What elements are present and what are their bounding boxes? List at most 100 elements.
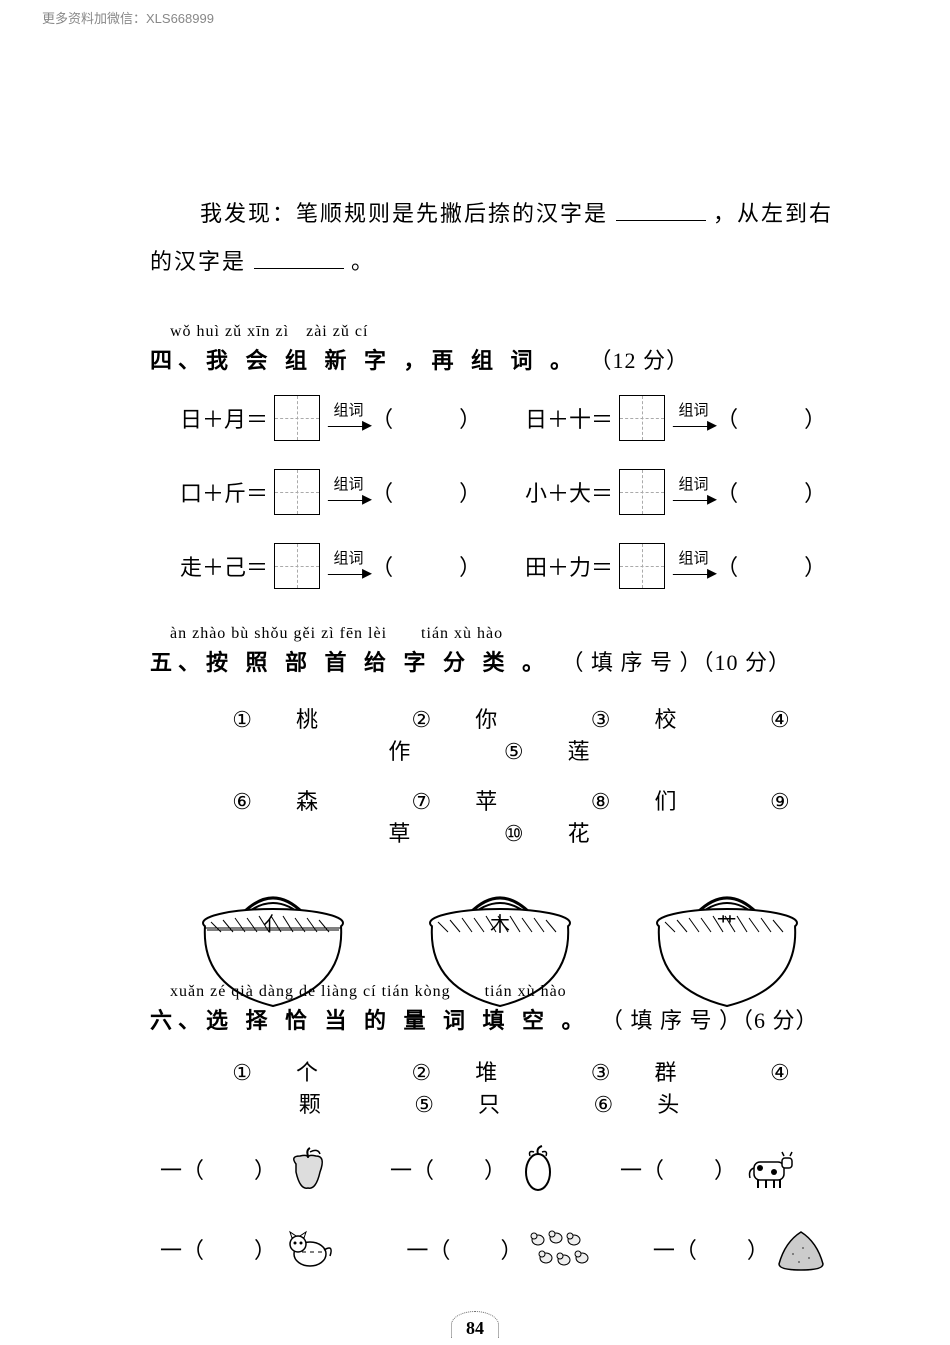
measure-prefix: 一（: [653, 1233, 697, 1265]
section-4-pinyin: wǒ huì zǔ xīn zì zài zǔ cí: [170, 317, 850, 341]
arrow-icon: ——▸: [673, 493, 714, 505]
section-5-header: àn zhào bù shǒu gěi zì fēn lèi tián xù h…: [150, 619, 850, 677]
measure-item-pile[interactable]: 一（ ）: [653, 1224, 850, 1274]
combine-row-2: 口＋斤＝ 组词 ——▸ （ ） 小＋大＝ 组词 ——▸ （ ）: [150, 469, 850, 515]
zuci-arrow: 组词 ——▸: [673, 552, 714, 579]
apple-icon: [280, 1144, 336, 1194]
section-4-title-text: 四、我 会 组 新 字 ，再 组 词 。: [150, 348, 578, 373]
measure-grid: 一（ ） 一（ ）: [160, 1144, 850, 1274]
measure-item-date[interactable]: 一（ ）: [390, 1144, 620, 1194]
combine-item-3r: 田＋力＝ 组词 ——▸ （ ）: [525, 543, 850, 589]
arrow-icon: ——▸: [673, 419, 714, 431]
zuci-arrow: 组词 ——▸: [673, 404, 714, 431]
combine-expr: 走＋己＝: [180, 550, 268, 582]
combine-row-1: 日＋月＝ 组词 ——▸ （ ） 日＋十＝ 组词 ——▸ （ ）: [150, 395, 850, 441]
measure-row-1: 一（ ） 一（ ）: [160, 1144, 850, 1194]
char-item: ⑥森: [210, 789, 340, 814]
combine-expr: 小＋大＝: [525, 476, 613, 508]
tianzige-box[interactable]: [274, 543, 320, 589]
measure-suffix: ）: [500, 1233, 522, 1265]
section-5-points: （ 填 序 号 ）（10 分）: [562, 650, 792, 675]
measure-prefix: 一（: [160, 1233, 204, 1265]
discovery-text-1a: 我发现：笔顺规则是先撇后捺的汉字是: [200, 201, 608, 226]
char-item: ①桃: [210, 707, 340, 732]
measure-item-cat[interactable]: 一（ ）: [160, 1224, 406, 1274]
measure-suffix: ）: [254, 1153, 276, 1185]
watermark-text: 更多资料加微信：XLS668999: [42, 8, 214, 27]
paren[interactable]: （ ）: [716, 550, 826, 582]
basket-label-1: 亻: [183, 908, 363, 937]
char-item: ③校: [569, 707, 699, 732]
date-icon: [510, 1144, 566, 1194]
char-row-1: ①桃 ②你 ③校 ④作 ⑤莲: [150, 702, 850, 766]
cow-icon: [740, 1144, 796, 1194]
combine-grid: 日＋月＝ 组词 ——▸ （ ） 日＋十＝ 组词 ——▸ （ ）: [150, 395, 850, 589]
zuci-arrow: 组词 ——▸: [328, 478, 369, 505]
blank-2[interactable]: [254, 247, 344, 269]
arrow-icon: ——▸: [328, 493, 369, 505]
section-5-title: 五、按 照 部 首 给 字 分 类 。 （ 填 序 号 ）（10 分）: [150, 645, 850, 677]
measure-word: ①个: [210, 1060, 340, 1085]
combine-item-3l: 走＋己＝ 组词 ——▸ （ ）: [180, 543, 505, 589]
discovery-text-2a: 的汉字是: [150, 249, 246, 274]
char-item: ⑩花: [482, 821, 612, 846]
zuci-arrow: 组词 ——▸: [328, 552, 369, 579]
measure-word: ②堆: [390, 1060, 520, 1085]
measure-item-cow[interactable]: 一（ ）: [620, 1144, 850, 1194]
discovery-text-1b: ，从左到右: [713, 201, 833, 226]
char-list: ①桃 ②你 ③校 ④作 ⑤莲 ⑥森 ⑦苹 ⑧们 ⑨草 ⑩花: [150, 702, 850, 848]
tianzige-box[interactable]: [619, 395, 665, 441]
measure-prefix: 一（: [620, 1153, 664, 1185]
zuci-arrow: 组词 ——▸: [328, 404, 369, 431]
char-row-2: ⑥森 ⑦苹 ⑧们 ⑨草 ⑩花: [150, 784, 850, 848]
measure-item-ducks[interactable]: 一（ ）: [406, 1224, 652, 1274]
combine-item-2r: 小＋大＝ 组词 ——▸ （ ）: [525, 469, 850, 515]
arrow-icon: ——▸: [328, 567, 369, 579]
measure-item-apple[interactable]: 一（ ）: [160, 1144, 390, 1194]
ducks-icon: [526, 1224, 596, 1274]
combine-expr: 日＋月＝: [180, 402, 268, 434]
zuci-arrow: 组词 ——▸: [673, 478, 714, 505]
combine-item-1l: 日＋月＝ 组词 ——▸ （ ）: [180, 395, 505, 441]
section-4-header: wǒ huì zǔ xīn zì zài zǔ cí 四、我 会 组 新 字 ，…: [150, 317, 850, 375]
paren[interactable]: （ ）: [716, 476, 826, 508]
section-6-pinyin: xuǎn zé qià dàng de liàng cí tián kòng t…: [170, 977, 850, 1001]
measure-word: ④颗: [277, 1060, 812, 1117]
measure-word: ⑤只: [392, 1092, 522, 1117]
combine-item-1r: 日＋十＝ 组词 ——▸ （ ）: [525, 395, 850, 441]
paren[interactable]: （ ）: [371, 402, 481, 434]
tianzige-box[interactable]: [619, 469, 665, 515]
combine-item-2l: 口＋斤＝ 组词 ——▸ （ ）: [180, 469, 505, 515]
measure-prefix: 一（: [160, 1153, 204, 1185]
tianzige-box[interactable]: [274, 469, 320, 515]
discovery-text-2b: 。: [351, 249, 375, 274]
section-4-title: 四、我 会 组 新 字 ，再 组 词 。 （12 分）: [150, 343, 850, 375]
char-item: ⑤莲: [482, 739, 612, 764]
paren[interactable]: （ ）: [371, 476, 481, 508]
char-item: ⑧们: [569, 789, 699, 814]
measure-word: ③群: [569, 1060, 699, 1085]
paren[interactable]: （ ）: [716, 402, 826, 434]
combine-row-3: 走＋己＝ 组词 ——▸ （ ） 田＋力＝ 组词 ——▸ （ ）: [150, 543, 850, 589]
measure-word-list: ①个 ②堆 ③群 ④颗 ⑤只 ⑥头: [150, 1055, 850, 1119]
page-number: 84: [451, 1318, 499, 1339]
discovery-line-1: 我发现：笔顺规则是先撇后捺的汉字是 ，从左到右: [200, 190, 850, 238]
measure-prefix: 一（: [406, 1233, 450, 1265]
combine-expr: 田＋力＝: [525, 550, 613, 582]
section-6-points: （ 填 序 号 ）（6 分）: [601, 1008, 819, 1033]
basket-label-3: 艹: [637, 908, 817, 937]
section-4-points: （12 分）: [590, 348, 690, 373]
discovery-line-2: 的汉字是 。: [150, 238, 850, 286]
measure-suffix: ）: [747, 1233, 769, 1265]
measure-prefix: 一（: [390, 1153, 434, 1185]
tianzige-box[interactable]: [274, 395, 320, 441]
measure-row-2: 一（ ） 一（ ）: [160, 1224, 850, 1274]
char-item: ⑦苹: [390, 789, 520, 814]
measure-suffix: ）: [714, 1153, 736, 1185]
blank-1[interactable]: [616, 199, 706, 221]
tianzige-box[interactable]: [619, 543, 665, 589]
arrow-icon: ——▸: [673, 567, 714, 579]
paren[interactable]: （ ）: [371, 550, 481, 582]
combine-expr: 口＋斤＝: [180, 476, 268, 508]
page-number-value: 84: [451, 1311, 499, 1338]
